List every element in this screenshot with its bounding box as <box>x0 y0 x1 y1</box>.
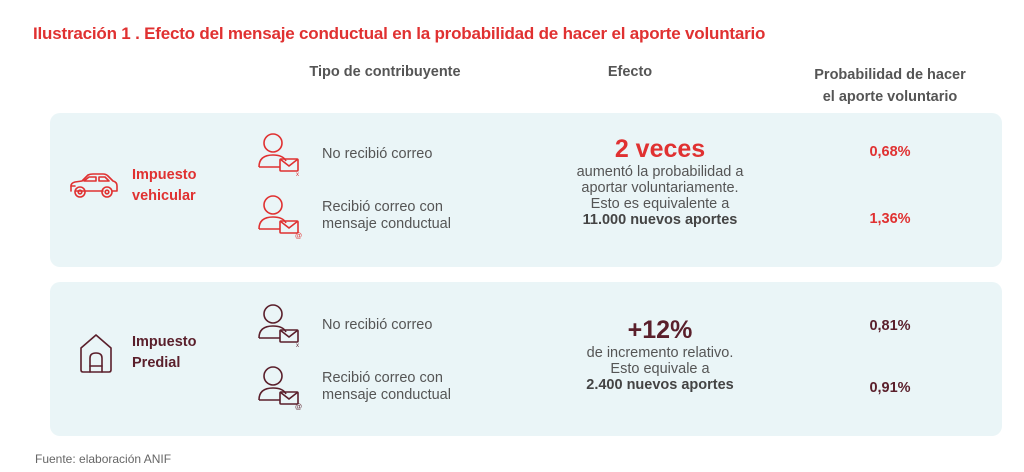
panel-impuesto-predial: Impuesto Predial x No recibió correo @ R… <box>50 282 1002 436</box>
figure-title: Ilustración 1 . Efecto del mensaje condu… <box>33 24 766 43</box>
svg-text:x: x <box>296 343 299 348</box>
effect-headline: +12% <box>627 316 693 344</box>
tax-type-vehicular: Impuesto vehicular <box>68 165 196 207</box>
column-header-prob-line1: Probabilidad de hacer <box>814 67 966 83</box>
row-label-line1: No recibió correo <box>322 316 433 333</box>
tax-name-line1: Impuesto <box>132 167 197 183</box>
person-mail-icon: x <box>258 133 299 177</box>
source-note: Fuente: elaboración ANIF <box>35 452 172 466</box>
column-header-efecto: Efecto <box>607 64 653 80</box>
svg-text:@: @ <box>295 404 302 410</box>
row-label-line1: Recibió correo con <box>322 199 443 215</box>
svg-text:x: x <box>296 172 299 177</box>
effect-block: 2 veces aumentó la probabilidad a aporta… <box>500 135 820 228</box>
panel-impuesto-vehicular: Impuesto vehicular x No recibió correo @… <box>50 113 1002 267</box>
row-label-line1: Recibió correo con <box>322 370 443 386</box>
effect-line3: Esto es equivalente a <box>590 196 730 212</box>
effect-line1: de incremento relativo. <box>586 345 734 361</box>
effect-line1: aumentó la probabilidad a <box>576 164 744 180</box>
row-no-recibio-correo: x No recibió correo <box>258 131 432 177</box>
row-label: No recibió correo <box>322 317 432 334</box>
svg-text:@: @ <box>295 233 302 239</box>
row-label-line2: mensaje conductual <box>322 216 451 232</box>
tax-name-line2: Predial <box>132 355 181 371</box>
row-no-recibio-correo: x No recibió correo <box>258 302 432 348</box>
effect-block: +12% de incremento relativo. Esto equiva… <box>500 316 820 393</box>
row-label: Recibió correo con mensaje conductual <box>322 370 451 404</box>
tax-type-predial: Impuesto Predial <box>68 332 196 374</box>
effect-emphasis: 2.400 nuevos aportes <box>586 377 734 393</box>
row-label-line1: No recibió correo <box>322 145 433 162</box>
effect-headline: 2 veces <box>614 135 706 163</box>
column-header-probabilidad: Probabilidad de hacer el aporte voluntar… <box>795 64 985 108</box>
person-email-at-icon: @ <box>258 366 302 410</box>
row-label: No recibió correo <box>322 146 432 163</box>
tax-type-name: Impuesto Predial <box>132 332 196 374</box>
probability-value: 0,81% <box>869 318 911 334</box>
probability-value: 0,91% <box>869 380 911 396</box>
tax-type-name: Impuesto vehicular <box>132 165 196 207</box>
effect-line2: Esto equivale a <box>610 361 710 377</box>
tax-name-line2: vehicular <box>132 188 196 204</box>
probability-value: 0,68% <box>869 144 911 160</box>
house-icon <box>80 334 112 373</box>
row-recibio-correo: @ Recibió correo con mensaje conductual <box>258 364 451 410</box>
person-email-at-icon: @ <box>258 195 302 239</box>
column-header-prob-line2: el aporte voluntario <box>822 89 958 105</box>
probability-value: 1,36% <box>869 211 911 227</box>
tax-name-line1: Impuesto <box>132 334 197 350</box>
row-label-line2: mensaje conductual <box>322 387 451 403</box>
person-mail-icon: x <box>258 304 299 348</box>
effect-line2: aportar voluntariamente. <box>581 180 739 196</box>
row-label: Recibió correo con mensaje conductual <box>322 199 451 233</box>
car-icon <box>70 173 118 198</box>
effect-emphasis: 11.000 nuevos aportes <box>582 212 738 228</box>
row-recibio-correo: @ Recibió correo con mensaje conductual <box>258 193 451 239</box>
column-header-tipo: Tipo de contribuyente <box>309 64 461 80</box>
